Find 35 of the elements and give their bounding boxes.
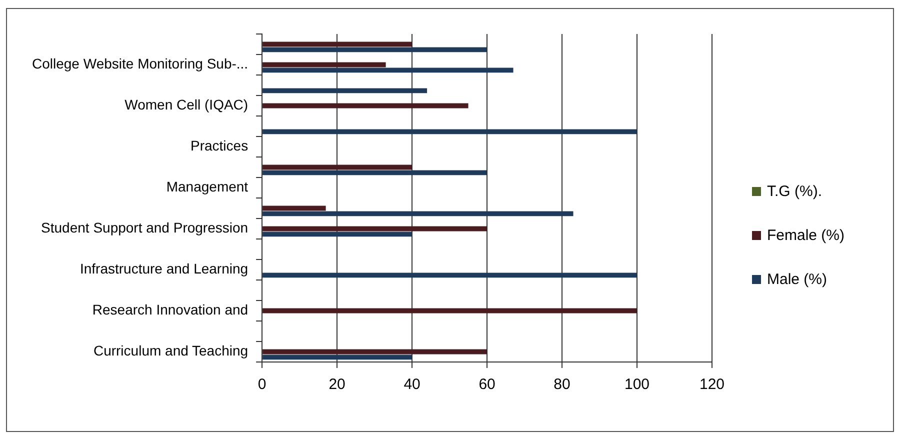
legend-label: Male (%) [766, 270, 828, 290]
y-tick-label: Student Support and Progression [41, 220, 248, 236]
x-tick-label: 0 [258, 376, 266, 394]
legend-label: Female (%) [766, 226, 845, 246]
bar [262, 62, 386, 68]
bar [262, 129, 638, 134]
bar [262, 354, 412, 360]
bar [262, 211, 574, 216]
y-tick-label: Women Cell (IQAC) [124, 96, 248, 113]
x-tick-label: 80 [554, 376, 570, 394]
bar [262, 42, 412, 47]
bar [262, 232, 412, 237]
bar [262, 226, 488, 232]
bar [262, 272, 638, 278]
bar [262, 206, 326, 211]
bar [262, 349, 488, 354]
y-tick-label: College Website Monitoring Sub-... [32, 56, 248, 72]
y-tick-label: Curriculum and Teaching [93, 342, 248, 359]
x-tick-label: 100 [624, 376, 650, 394]
x-tick-label: 20 [328, 376, 346, 394]
y-tick-label: Management [166, 178, 248, 195]
bar [262, 88, 428, 94]
x-tick-label: 40 [404, 376, 420, 394]
legend-label: T.G (%). [766, 182, 823, 202]
y-tick-label: Research Innovation and [92, 302, 248, 318]
y-tick-label: Infrastructure and Learning [80, 260, 248, 277]
bar [262, 47, 488, 52]
bar [262, 68, 514, 73]
y-tick-label: Practices [190, 138, 248, 154]
x-tick-label: 60 [478, 376, 496, 394]
bar [262, 308, 638, 314]
x-tick-label: 120 [699, 376, 725, 394]
bar [262, 103, 468, 108]
bar [262, 164, 412, 170]
bar [262, 170, 488, 176]
